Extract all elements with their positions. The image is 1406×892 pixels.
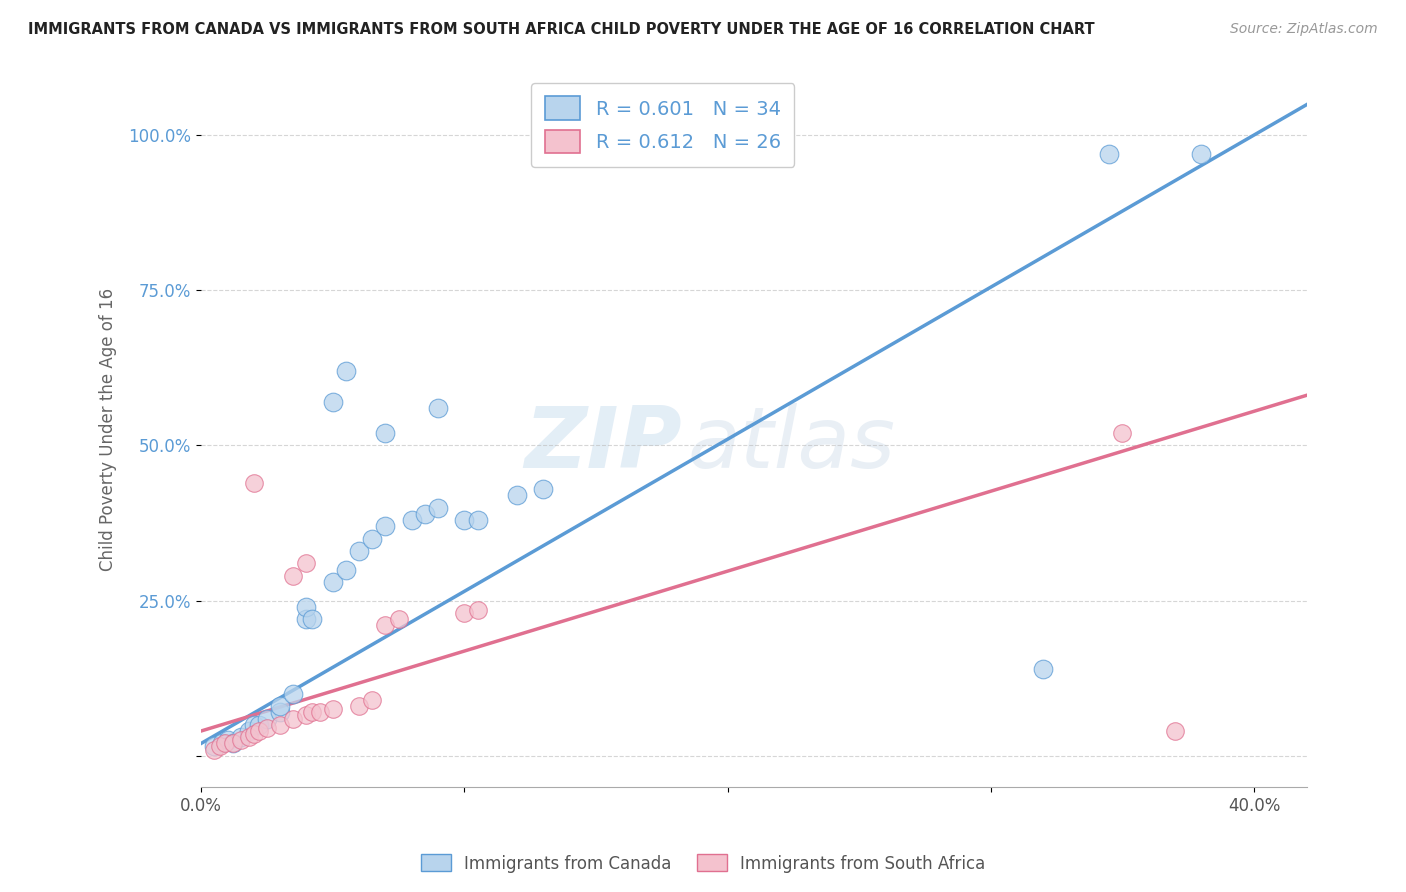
Point — [243, 475, 266, 490]
Point — [322, 395, 344, 409]
Point — [322, 574, 344, 589]
Text: atlas: atlas — [688, 402, 896, 485]
Point — [295, 708, 318, 723]
Point — [506, 488, 529, 502]
Point — [413, 507, 436, 521]
Point — [335, 563, 357, 577]
Point — [283, 712, 305, 726]
Point — [1032, 662, 1054, 676]
Point — [229, 733, 252, 747]
Legend: R = 0.601   N = 34, R = 0.612   N = 26: R = 0.601 N = 34, R = 0.612 N = 26 — [531, 83, 794, 167]
Point — [301, 706, 323, 720]
Point — [238, 723, 260, 738]
Point — [208, 739, 231, 754]
Point — [427, 401, 450, 416]
Point — [1164, 723, 1187, 738]
Point — [283, 568, 305, 582]
Point — [401, 513, 423, 527]
Point — [1189, 146, 1212, 161]
Point — [269, 706, 291, 720]
Point — [283, 687, 305, 701]
Point — [222, 736, 245, 750]
Point — [531, 482, 554, 496]
Point — [214, 736, 236, 750]
Point — [217, 733, 239, 747]
Point — [361, 693, 384, 707]
Point — [1111, 425, 1133, 440]
Point — [295, 599, 318, 614]
Point — [256, 712, 278, 726]
Point — [247, 718, 270, 732]
Point — [347, 544, 370, 558]
Point — [374, 425, 396, 440]
Text: Source: ZipAtlas.com: Source: ZipAtlas.com — [1230, 22, 1378, 37]
Point — [295, 557, 318, 571]
Point — [335, 364, 357, 378]
Point — [322, 702, 344, 716]
Point — [222, 736, 245, 750]
Point — [301, 612, 323, 626]
Point — [202, 742, 225, 756]
Point — [453, 513, 475, 527]
Point — [295, 612, 318, 626]
Point — [243, 727, 266, 741]
Point — [1098, 146, 1121, 161]
Point — [453, 606, 475, 620]
Point — [211, 736, 233, 750]
Point — [243, 718, 266, 732]
Legend: Immigrants from Canada, Immigrants from South Africa: Immigrants from Canada, Immigrants from … — [415, 847, 991, 880]
Point — [269, 699, 291, 714]
Point — [387, 612, 409, 626]
Point — [374, 618, 396, 632]
Point — [308, 706, 330, 720]
Point — [256, 721, 278, 735]
Point — [238, 730, 260, 744]
Text: IMMIGRANTS FROM CANADA VS IMMIGRANTS FROM SOUTH AFRICA CHILD POVERTY UNDER THE A: IMMIGRANTS FROM CANADA VS IMMIGRANTS FRO… — [28, 22, 1095, 37]
Point — [427, 500, 450, 515]
Point — [467, 603, 489, 617]
Point — [467, 513, 489, 527]
Point — [347, 699, 370, 714]
Point — [269, 718, 291, 732]
Point — [374, 519, 396, 533]
Point — [247, 723, 270, 738]
Point — [361, 532, 384, 546]
Text: ZIP: ZIP — [524, 402, 682, 485]
Point — [229, 730, 252, 744]
Y-axis label: Child Poverty Under the Age of 16: Child Poverty Under the Age of 16 — [100, 288, 117, 572]
Point — [202, 739, 225, 754]
